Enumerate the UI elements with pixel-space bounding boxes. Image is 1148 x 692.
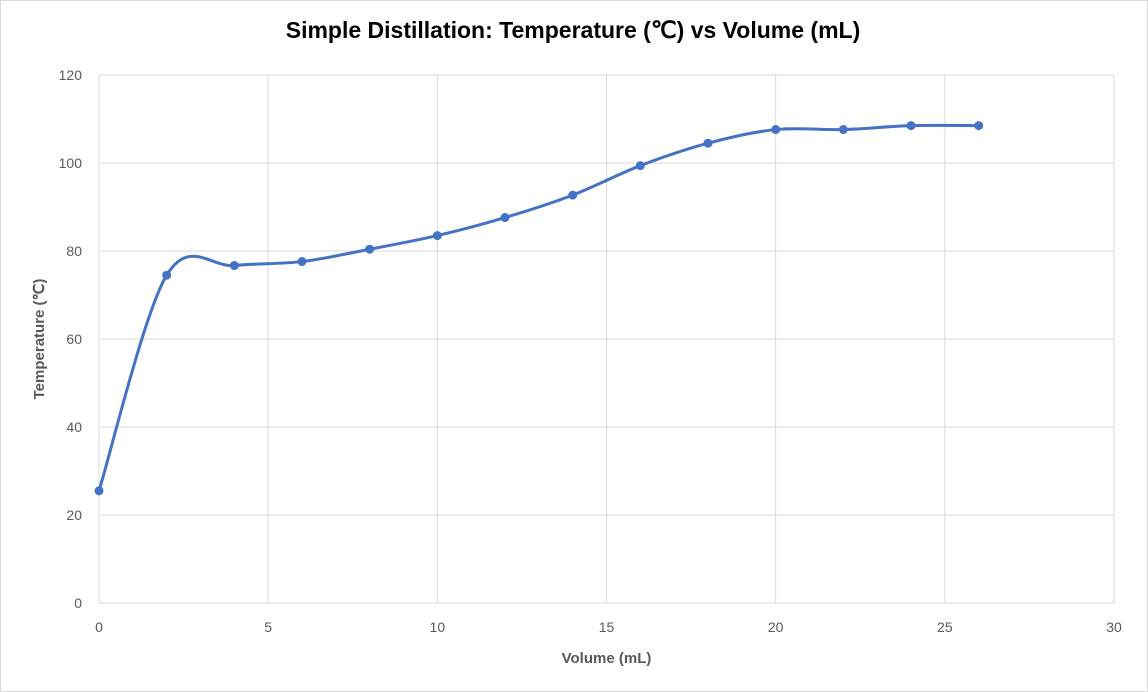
data-point xyxy=(432,231,442,241)
y-tick-label: 40 xyxy=(66,419,82,435)
y-tick-label: 100 xyxy=(59,155,83,171)
data-point xyxy=(771,125,781,135)
data-point xyxy=(229,261,239,271)
y-axis-label: Temperature (℃) xyxy=(31,279,48,400)
series-line xyxy=(97,123,981,493)
x-tick-label: 15 xyxy=(599,619,615,635)
data-point xyxy=(297,257,307,267)
x-axis-label: Volume (mL) xyxy=(562,650,652,667)
data-point xyxy=(635,161,645,171)
x-tick-label: 0 xyxy=(95,619,103,635)
data-point xyxy=(974,121,984,131)
y-tick-label: 80 xyxy=(66,243,82,259)
tick-labels: 0 20 40 60 80 100 120 0 5 10 15 20 25 30 xyxy=(59,67,1122,635)
data-point xyxy=(162,270,172,280)
x-tick-label: 5 xyxy=(264,619,272,635)
data-point xyxy=(906,121,916,131)
y-tick-label: 20 xyxy=(66,507,82,523)
data-point xyxy=(365,244,375,254)
x-tick-label: 30 xyxy=(1106,619,1122,635)
data-point xyxy=(94,486,104,496)
y-tick-label: 0 xyxy=(74,595,82,611)
y-tick-label: 120 xyxy=(59,67,83,83)
y-tick-label: 60 xyxy=(66,331,82,347)
x-tick-label: 10 xyxy=(430,619,446,635)
data-point xyxy=(500,213,510,223)
gridlines xyxy=(98,74,1115,604)
x-tick-label: 25 xyxy=(937,619,953,635)
data-point xyxy=(703,138,713,148)
x-tick-label: 20 xyxy=(768,619,784,635)
chart-title: Simple Distillation: Temperature (℃) vs … xyxy=(285,17,861,43)
data-series xyxy=(94,121,984,496)
data-point xyxy=(568,190,578,200)
data-point xyxy=(838,125,848,135)
